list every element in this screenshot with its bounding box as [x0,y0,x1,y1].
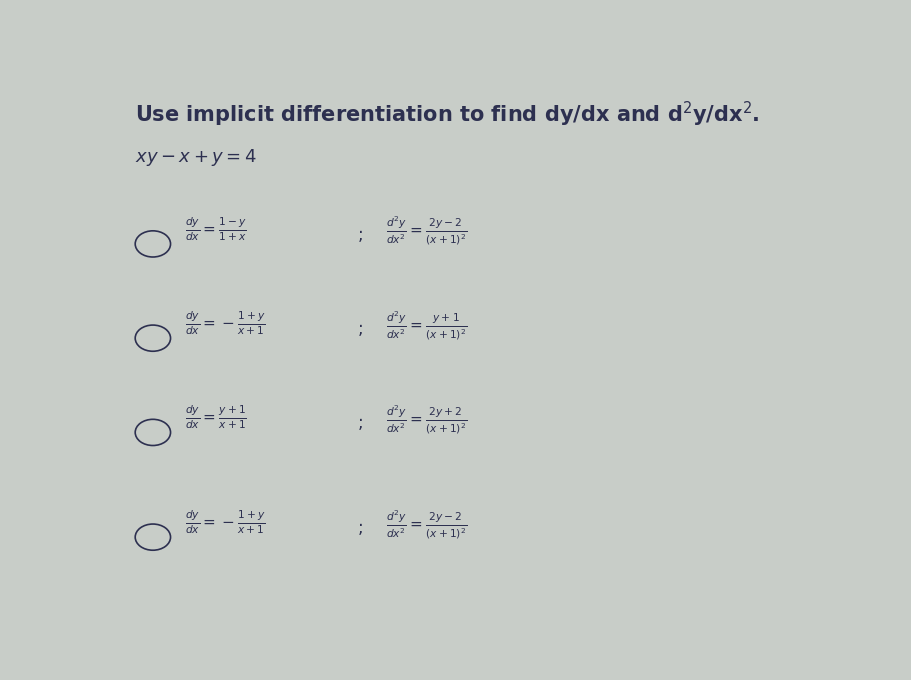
Text: ;: ; [357,414,363,432]
Text: $\frac{d^2y}{dx^2} = \frac{2y-2}{(x+1)^2}$: $\frac{d^2y}{dx^2} = \frac{2y-2}{(x+1)^2… [385,215,467,248]
Text: $xy - x + y = 4$: $xy - x + y = 4$ [135,147,257,168]
Text: $\frac{d^2y}{dx^2} = \frac{2y-2}{(x+1)^2}$: $\frac{d^2y}{dx^2} = \frac{2y-2}{(x+1)^2… [385,509,467,541]
Text: $\frac{dy}{dx} = -\frac{1+y}{x+1}$: $\frac{dy}{dx} = -\frac{1+y}{x+1}$ [184,509,265,536]
Text: $\frac{d^2y}{dx^2} = \frac{2y+2}{(x+1)^2}$: $\frac{d^2y}{dx^2} = \frac{2y+2}{(x+1)^2… [385,404,467,436]
Text: $\frac{d^2y}{dx^2} = \frac{y+1}{(x+1)^2}$: $\frac{d^2y}{dx^2} = \frac{y+1}{(x+1)^2}… [385,309,467,342]
Text: ;: ; [357,519,363,537]
Text: ;: ; [357,320,363,338]
Text: $\frac{dy}{dx} = \frac{1-y}{1+x}$: $\frac{dy}{dx} = \frac{1-y}{1+x}$ [184,215,247,243]
Text: Use implicit differentiation to find dy/dx and d$^2$y/dx$^2$.: Use implicit differentiation to find dy/… [135,100,759,129]
Text: ;: ; [357,226,363,243]
Text: $\frac{dy}{dx} = \frac{y+1}{x+1}$: $\frac{dy}{dx} = \frac{y+1}{x+1}$ [184,404,246,431]
Text: $\frac{dy}{dx} = -\frac{1+y}{x+1}$: $\frac{dy}{dx} = -\frac{1+y}{x+1}$ [184,309,265,337]
